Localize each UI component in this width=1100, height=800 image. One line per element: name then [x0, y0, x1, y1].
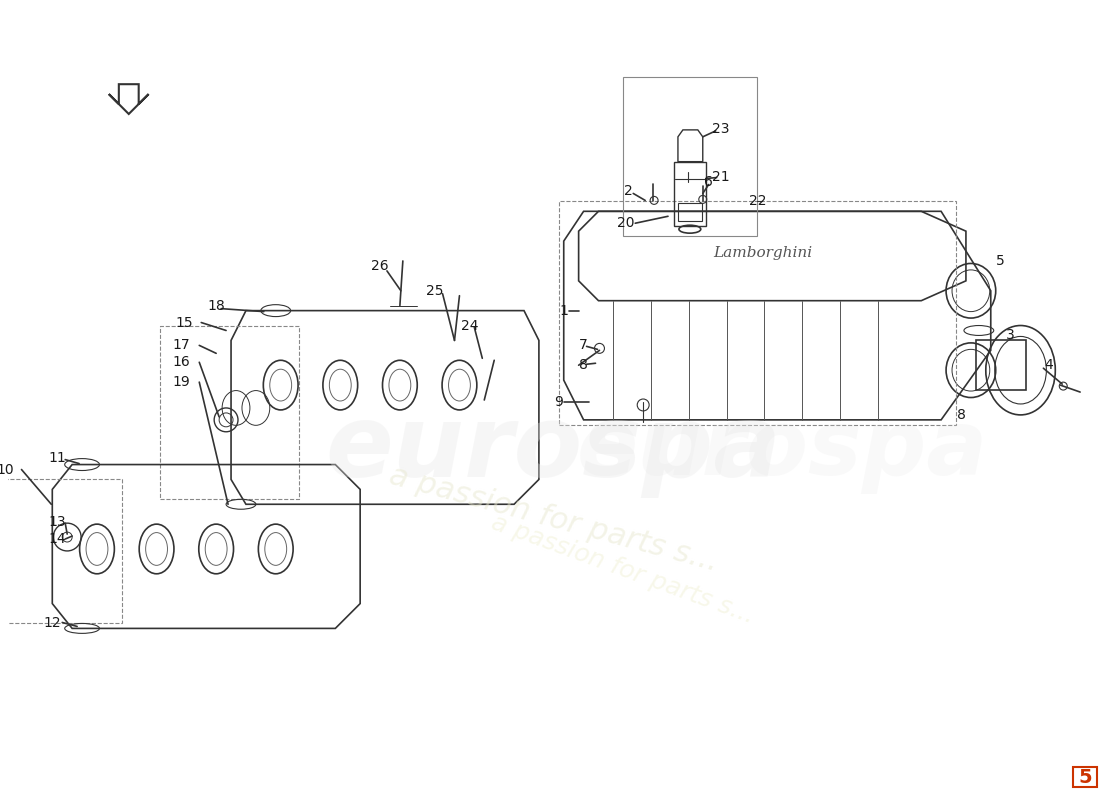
Bar [559, 202, 956, 425]
Text: 2: 2 [624, 185, 632, 198]
Text: 26: 26 [371, 259, 388, 273]
Text: a passion for parts s...: a passion for parts s... [488, 510, 758, 628]
Bar [976, 341, 1025, 390]
Text: 10: 10 [0, 462, 14, 477]
Text: 15: 15 [176, 315, 194, 330]
Text: 12: 12 [44, 617, 62, 630]
Bar [674, 162, 706, 226]
Text: Lamborghini: Lamborghini [713, 246, 812, 260]
Text: 1: 1 [559, 304, 569, 318]
Text: 19: 19 [173, 375, 190, 389]
Text: 3: 3 [1006, 329, 1015, 342]
Text: 17: 17 [173, 338, 190, 352]
Text: 24: 24 [461, 318, 478, 333]
Text: 22: 22 [749, 194, 766, 208]
Text: 13: 13 [48, 515, 66, 529]
Text: 23: 23 [712, 122, 729, 136]
Text: 8: 8 [957, 408, 966, 422]
Text: eurospa: eurospa [326, 401, 782, 498]
Text: 5: 5 [1078, 768, 1092, 787]
Text: 9: 9 [554, 395, 563, 409]
Text: 6: 6 [704, 174, 713, 189]
Text: a passion for parts s...: a passion for parts s... [386, 462, 722, 577]
Text: 5: 5 [997, 254, 1005, 268]
Text: 21: 21 [712, 170, 729, 183]
Bar [160, 326, 298, 499]
Bar [2, 479, 122, 623]
Text: 25: 25 [426, 284, 443, 298]
Text: 7: 7 [580, 338, 588, 352]
Text: 18: 18 [207, 298, 226, 313]
Bar [1074, 767, 1097, 787]
Text: eurospa: eurospa [576, 406, 988, 494]
Text: 14: 14 [48, 532, 66, 546]
Text: 4: 4 [1044, 358, 1053, 372]
Text: 11: 11 [48, 450, 66, 465]
Text: 20: 20 [617, 216, 634, 230]
Bar [678, 203, 702, 222]
Bar [624, 78, 758, 236]
Text: 8: 8 [580, 358, 588, 372]
Text: 16: 16 [173, 355, 190, 370]
